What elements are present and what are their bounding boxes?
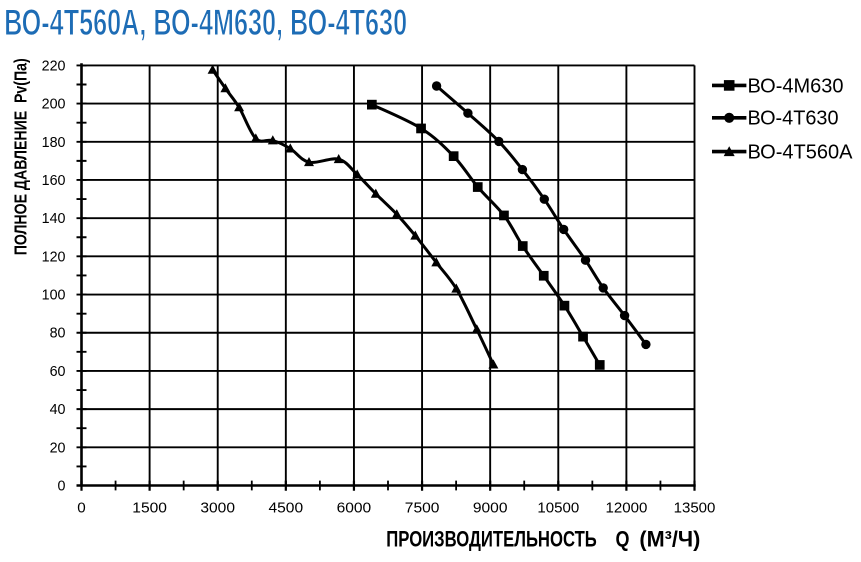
svg-text:140: 140 (42, 211, 66, 227)
svg-text:9000: 9000 (473, 500, 508, 517)
svg-text:ПРОИЗВОДИТЕЛЬНОСТЬ: ПРОИЗВОДИТЕЛЬНОСТЬ (386, 527, 597, 552)
svg-text:ВО-4Т560А: ВО-4Т560А (748, 142, 853, 164)
svg-text:(М³/Ч): (М³/Ч) (639, 527, 700, 552)
svg-text:13500: 13500 (674, 500, 716, 517)
svg-text:100: 100 (42, 288, 66, 304)
svg-text:160: 160 (42, 173, 66, 189)
svg-text:7500: 7500 (405, 500, 440, 517)
svg-text:6000: 6000 (337, 500, 372, 517)
svg-text:0: 0 (77, 500, 85, 517)
svg-text:80: 80 (50, 326, 66, 342)
svg-text:3000: 3000 (200, 500, 235, 517)
svg-text:200: 200 (42, 97, 66, 113)
svg-text:220: 220 (42, 58, 66, 74)
svg-text:ВО-4Т630: ВО-4Т630 (748, 108, 839, 130)
svg-text:40: 40 (50, 402, 66, 418)
svg-text:ВО-4Т560А, ВО-4М630, ВО-4Т630: ВО-4Т560А, ВО-4М630, ВО-4Т630 (4, 1, 407, 43)
svg-text:60: 60 (50, 364, 66, 380)
svg-text:10500: 10500 (537, 500, 579, 517)
svg-text:12000: 12000 (606, 500, 648, 517)
svg-text:ПОЛНОЕ ДАВЛЕНИЕ Pv(Па): ПОЛНОЕ ДАВЛЕНИЕ Pv(Па) (11, 58, 31, 255)
svg-text:Q: Q (616, 527, 630, 552)
svg-text:120: 120 (42, 249, 66, 265)
svg-text:180: 180 (42, 135, 66, 151)
svg-text:4500: 4500 (269, 500, 304, 517)
svg-text:0: 0 (58, 479, 66, 495)
svg-text:ВО-4М630: ВО-4М630 (748, 75, 844, 97)
svg-text:1500: 1500 (132, 500, 167, 517)
svg-text:20: 20 (50, 440, 66, 456)
